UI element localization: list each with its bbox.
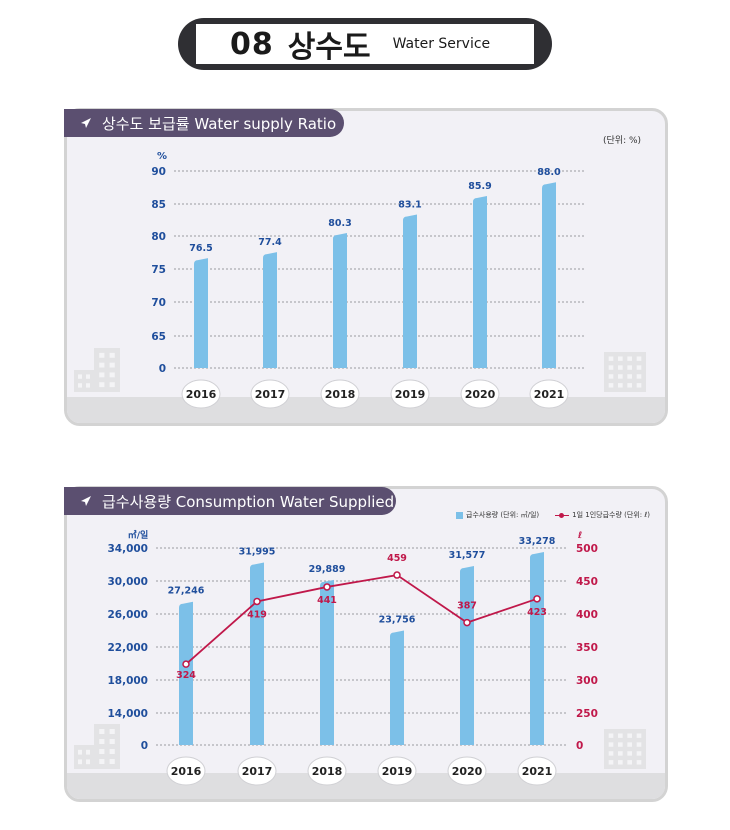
legend-bar-swatch <box>456 511 463 519</box>
section-title-kr: 상수도 <box>287 30 371 65</box>
chart1-unit-note: (단위: %) <box>603 136 642 146</box>
chart2-panel <box>64 486 668 802</box>
chart2-label-text: 급수사용량 Consumption Water Supplied <box>102 492 395 511</box>
chart2-ground <box>67 773 665 799</box>
legend-bar-label: 급수사용량 (단위: ㎥/일) <box>466 511 540 519</box>
chart1-panel <box>64 108 668 426</box>
title-plate: 08 상수도 Water Service <box>196 24 534 65</box>
section-title-en: Water Service <box>392 36 491 52</box>
arrow-icon <box>81 496 91 506</box>
legend-line-label: 1일 1인당급수량 (단위: ℓ) <box>572 511 650 519</box>
section-number: 08 <box>230 26 274 62</box>
chart1-ground <box>67 397 665 423</box>
arrow-icon <box>81 118 91 128</box>
chart2-legend: 급수사용량 (단위: ㎥/일) 1일 1인당급수량 (단위: ℓ) <box>456 510 650 520</box>
legend-line-swatch <box>555 512 570 519</box>
chart2-label: 급수사용량 Consumption Water Supplied <box>64 487 396 515</box>
chart1-label-text: 상수도 보급률 Water supply Ratio <box>102 114 337 133</box>
chart1-label: 상수도 보급률 Water supply Ratio <box>64 109 344 137</box>
